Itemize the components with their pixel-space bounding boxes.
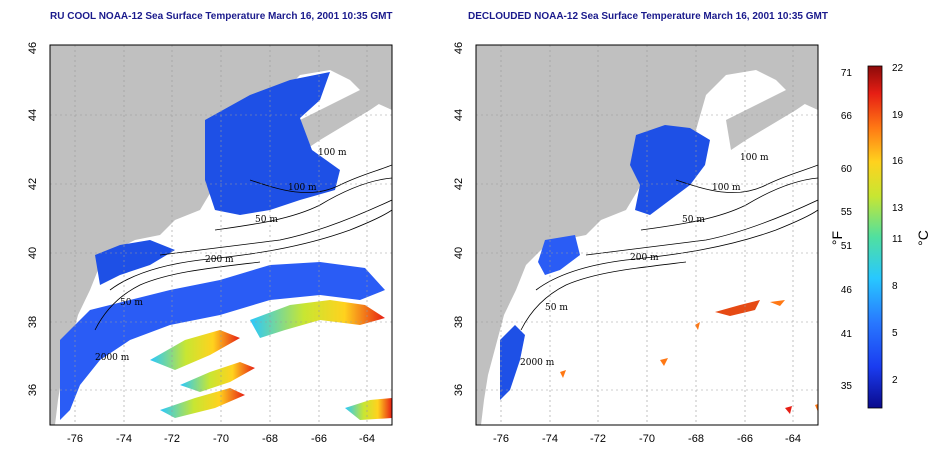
colorbar-f-tick: 55 [841,207,853,218]
left-cold-water-mid-atlantic [95,240,175,285]
colorbar-c-tick: 2 [892,375,898,386]
right-x-tick: -74 [542,433,558,445]
left-x-tick: -64 [359,433,375,445]
left-y-tick: 36 [27,384,39,396]
colorbar-f-tick: 35 [841,381,853,392]
colorbar-f-tick: 51 [841,241,853,252]
right-cold-water-gulf-of-maine [630,125,710,215]
right-warm-patch-6 [785,406,792,414]
right-x-tick: -70 [639,433,655,445]
right-map-frame [475,44,819,426]
colorbar-celsius-label: °C [915,230,931,246]
colorbar-c-tick: 22 [892,63,904,74]
right-cold-water-coast [500,325,525,400]
right-y-tick: 44 [453,109,465,121]
left-x-tick: -68 [262,433,278,445]
left-x-tick: -76 [67,433,83,445]
left-contour-label-50m: 50 m [255,215,278,225]
right-y-tick: 40 [453,247,465,259]
left-grid-lines [50,45,392,425]
left-map-frame [49,44,393,426]
colorbar-c-tick: 19 [892,110,904,121]
left-warm-filament-4 [160,388,245,418]
right-warm-patch-7 [815,404,818,412]
right-y-tick: 42 [453,178,465,190]
colorbar-gradient [867,65,883,409]
left-map: 100 m 100 m 50 m 200 m 50 m 2000 m -76 -… [27,42,393,445]
right-map: 100 m 100 m 50 m 200 m 50 m 2000 m -76 -… [453,42,819,445]
colorbar-c-tick: 16 [892,156,904,167]
right-land-mass [476,45,818,425]
right-warm-patch-3 [695,322,700,330]
colorbar-f-tick: 66 [841,111,853,122]
left-y-tick: 38 [27,316,39,328]
right-warm-patch-2 [770,300,785,306]
left-contour-label-200m: 200 m [205,255,234,265]
left-warm-filament-1 [250,300,385,338]
right-contour-label-50m-b: 50 m [545,303,568,313]
left-x-tick: -66 [311,433,327,445]
right-y-tick: 36 [453,384,465,396]
left-contour-label-100m-b: 100 m [288,183,317,193]
left-warm-filament-3 [180,362,255,392]
colorbar-f-tick: 71 [841,68,853,79]
left-y-tick: 46 [27,42,39,54]
colorbar-c-tick: 5 [892,328,898,339]
right-contour-label-50m: 50 m [682,215,705,225]
left-x-tick: -74 [116,433,132,445]
colorbar-f-tick: 46 [841,285,853,296]
right-warm-patch-1 [715,300,760,316]
left-y-tick: 42 [27,178,39,190]
right-contour-label-100m-a: 100 m [740,153,769,163]
left-contour-label-2000m: 2000 m [95,353,130,363]
right-y-tick: 46 [453,42,465,54]
left-cold-water-shelf [60,262,385,420]
right-x-axis: -76 -74 -72 -70 -68 -66 -64 [493,433,801,445]
right-y-tick: 38 [453,316,465,328]
left-nova-scotia [300,78,392,150]
colorbar-c-tick: 13 [892,203,904,214]
right-warm-patch-5 [560,370,566,378]
left-map-title: RU COOL NOAA-12 Sea Surface Temperature … [50,11,393,22]
colorbar-f-tick: 60 [841,164,853,175]
left-warm-filament-2 [150,330,240,370]
left-x-tick: -72 [164,433,180,445]
right-x-tick: -64 [785,433,801,445]
left-isobath-contours [94,164,392,331]
left-contour-label-50m-b: 50 m [120,298,143,308]
right-contour-label-100m-b: 100 m [712,183,741,193]
right-grid-lines [476,45,818,425]
left-land-mass [50,45,392,425]
left-x-tick: -70 [213,433,229,445]
right-warm-patch-4 [660,358,668,366]
right-x-tick: -66 [737,433,753,445]
temperature-colorbar: 71 66 60 55 51 46 41 35 22 19 16 13 11 8… [829,63,931,409]
right-contour-label-200m: 200 m [630,253,659,263]
right-y-axis: 36 38 40 42 44 46 [453,42,465,396]
right-contour-label-2000m: 2000 m [520,358,555,368]
right-isobath-contours [520,164,818,331]
left-y-axis: 36 38 40 42 44 46 [27,42,39,396]
colorbar-c-tick: 8 [892,281,898,292]
left-warm-filament-5 [345,398,392,420]
colorbar-c-tick: 11 [892,234,903,245]
colorbar-f-tick: 41 [841,329,853,340]
left-x-axis: -76 -74 -72 -70 -68 -66 -64 [67,433,375,445]
left-y-tick: 40 [27,247,39,259]
left-y-tick: 44 [27,109,39,121]
right-cold-water-shelf-patch [538,235,580,275]
left-cold-water-gulf-of-maine [205,72,340,215]
right-x-tick: -72 [590,433,606,445]
right-nova-scotia [726,78,818,150]
colorbar-fahrenheit-label: °F [829,231,845,245]
right-x-tick: -76 [493,433,509,445]
right-x-tick: -68 [688,433,704,445]
right-map-title: DECLOUDED NOAA-12 Sea Surface Temperatur… [468,11,828,22]
left-contour-label-100m-a: 100 m [318,148,347,158]
